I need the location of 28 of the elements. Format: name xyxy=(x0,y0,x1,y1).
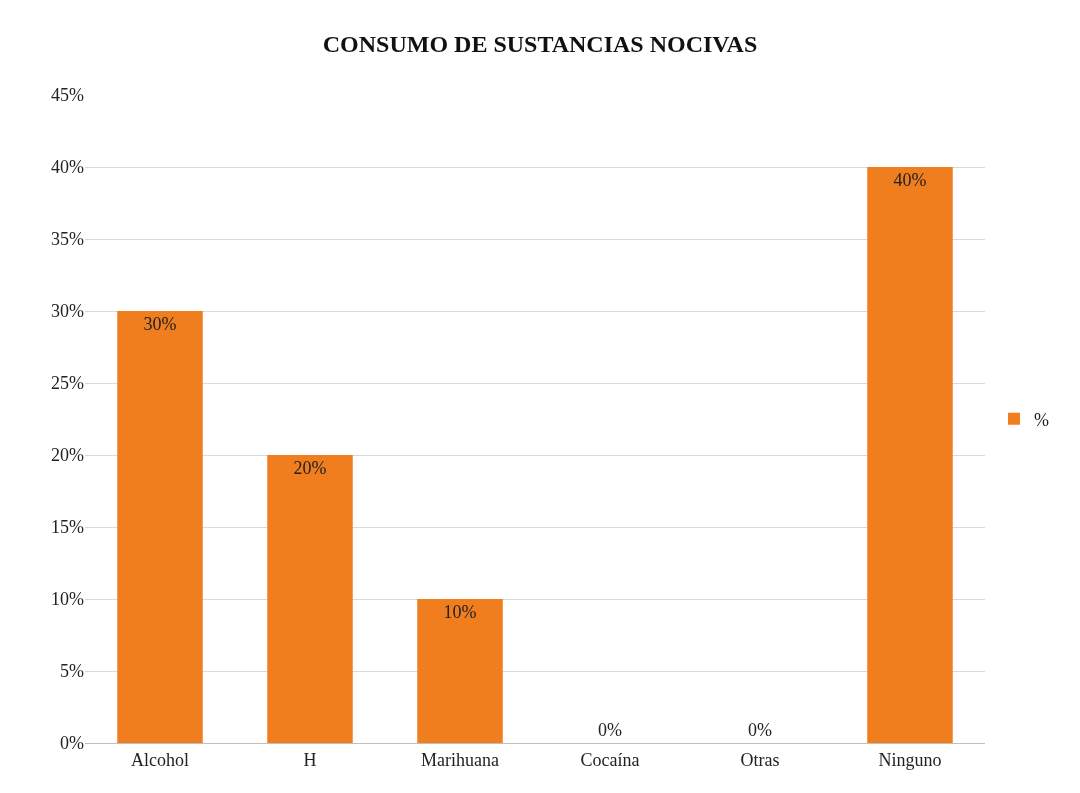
x-tick-label: Ninguno xyxy=(878,749,942,770)
x-tick-label: H xyxy=(303,749,317,770)
y-tick-label: 5% xyxy=(60,661,84,682)
data-label: 0% xyxy=(748,720,772,740)
y-tick-label: 25% xyxy=(51,373,84,394)
x-tick-label: Alcohol xyxy=(131,749,189,770)
y-tick-label: 10% xyxy=(51,589,84,610)
y-tick-label: 35% xyxy=(51,229,84,250)
data-label: 0% xyxy=(598,720,622,740)
legend-label: % xyxy=(1034,409,1049,430)
bar xyxy=(417,599,503,743)
data-label: 10% xyxy=(443,602,477,622)
data-label: 40% xyxy=(893,170,927,190)
x-tick-label: Otras xyxy=(740,749,780,770)
data-label: 30% xyxy=(143,314,177,334)
bar xyxy=(267,455,353,743)
y-tick-label: 20% xyxy=(51,445,84,466)
chart-title: CONSUMO DE SUSTANCIAS NOCIVAS xyxy=(322,31,758,58)
x-tick-label: Marihuana xyxy=(421,749,499,770)
data-label: 20% xyxy=(293,458,327,478)
bar xyxy=(867,167,953,743)
y-tick-label: 0% xyxy=(60,733,84,754)
y-tick-label: 45% xyxy=(51,85,84,106)
bar xyxy=(117,311,203,743)
y-tick-label: 30% xyxy=(51,301,84,322)
y-tick-label: 15% xyxy=(51,517,84,538)
y-tick-label: 40% xyxy=(51,157,84,178)
x-tick-label: Cocaína xyxy=(580,749,640,770)
